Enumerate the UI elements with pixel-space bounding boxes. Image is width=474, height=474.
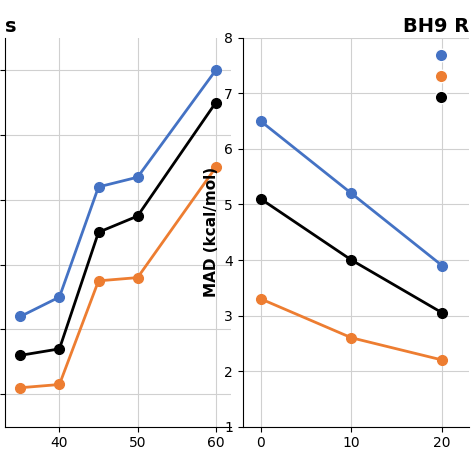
Legend: , , : , , — [423, 45, 462, 109]
Text: s: s — [5, 18, 16, 36]
Text: BH9 R: BH9 R — [403, 18, 469, 36]
Y-axis label: MAD (kcal/mol): MAD (kcal/mol) — [203, 167, 219, 297]
